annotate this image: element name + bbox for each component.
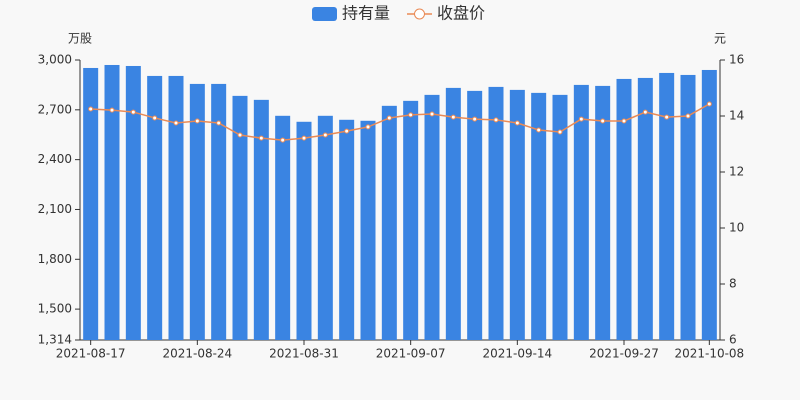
legend-label: 持有量 — [342, 4, 390, 23]
line-point — [237, 132, 243, 138]
line-point — [642, 109, 648, 115]
line-point — [450, 114, 456, 120]
y2-tick-label: 16 — [729, 53, 744, 67]
bar — [552, 94, 568, 340]
bar — [701, 69, 717, 340]
y-tick-label: 3,000 — [38, 53, 72, 67]
y-axis-label: 万股 — [68, 32, 92, 46]
bar — [637, 77, 653, 340]
bar — [659, 72, 675, 340]
bar — [616, 78, 632, 341]
line-point — [88, 106, 94, 112]
line-point — [621, 118, 627, 124]
y2-tick-label: 8 — [729, 277, 737, 291]
line-point — [152, 115, 158, 121]
x-tick-label: 2021-09-14 — [482, 347, 552, 361]
line-point — [280, 137, 286, 143]
bar — [467, 90, 483, 340]
bar — [595, 85, 611, 340]
bar — [83, 67, 99, 340]
line-point — [344, 128, 350, 134]
bar — [531, 92, 547, 340]
bar — [147, 75, 163, 341]
bar — [232, 95, 248, 340]
y2-axis-label: 元 — [714, 32, 726, 46]
bar — [189, 83, 205, 341]
y-tick-label: 1,800 — [38, 252, 72, 266]
bar — [104, 64, 120, 340]
line-point — [557, 129, 563, 135]
y-tick-label: 1,500 — [38, 302, 72, 316]
line-point — [301, 135, 307, 141]
y-tick-label: 2,700 — [38, 102, 72, 116]
bar — [296, 121, 312, 340]
x-tick-label: 2021-08-17 — [56, 347, 126, 361]
bar — [680, 74, 696, 340]
line-point — [194, 118, 200, 124]
y2-tick-label: 10 — [729, 221, 744, 235]
bar — [317, 115, 333, 340]
y-tick-label: 1,314 — [38, 333, 72, 347]
line-point — [258, 135, 264, 141]
y-tick-label: 2,100 — [38, 202, 72, 216]
bar — [253, 99, 269, 340]
line-point — [664, 114, 670, 120]
y2-tick-label: 12 — [729, 165, 744, 179]
bar — [509, 89, 525, 340]
bar — [381, 105, 397, 340]
bar — [125, 65, 141, 341]
line-point — [386, 115, 392, 121]
line-point — [685, 113, 691, 119]
legend-swatch — [312, 7, 337, 21]
legend-label: 收盘价 — [437, 4, 485, 23]
bar — [275, 115, 291, 340]
line-point — [408, 112, 414, 118]
line-point — [322, 132, 328, 138]
y2-tick-label: 6 — [729, 333, 737, 347]
line-point — [536, 127, 542, 133]
y2-tick-label: 14 — [729, 109, 744, 123]
x-tick-label: 2021-10-08 — [674, 347, 744, 361]
bar — [211, 83, 227, 341]
bar — [424, 94, 440, 340]
line-point — [216, 120, 222, 126]
x-tick-label: 2021-09-07 — [376, 347, 446, 361]
line-point — [472, 116, 478, 122]
bar — [339, 119, 355, 341]
line-point — [130, 109, 136, 115]
bar — [168, 75, 184, 341]
legend-swatch — [414, 8, 425, 20]
x-tick-label: 2021-08-31 — [269, 347, 339, 361]
bar — [445, 87, 461, 340]
x-tick-label: 2021-08-24 — [162, 347, 232, 361]
bar — [488, 86, 504, 340]
line-point — [173, 120, 179, 126]
line-point — [493, 117, 499, 123]
line-point — [706, 101, 712, 107]
line-point — [600, 118, 606, 124]
bar — [573, 84, 589, 340]
line-point — [365, 124, 371, 130]
y-tick-label: 2,400 — [38, 152, 72, 166]
x-tick-label: 2021-09-27 — [589, 347, 659, 361]
bar — [360, 120, 376, 340]
line-point — [514, 120, 520, 126]
bar — [403, 100, 419, 340]
line-point — [429, 111, 435, 117]
line-point — [578, 116, 584, 122]
line — [90, 103, 710, 141]
line-point — [109, 107, 115, 113]
